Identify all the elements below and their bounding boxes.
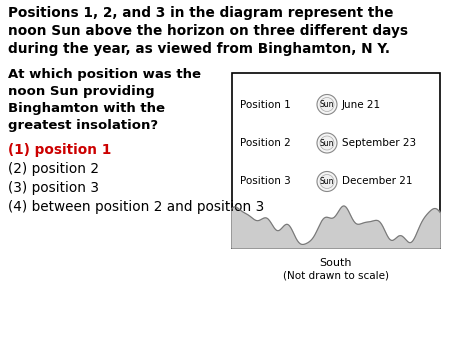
Text: (2) position 2: (2) position 2: [8, 162, 99, 176]
Text: Position 3: Position 3: [240, 176, 291, 187]
Text: December 21: December 21: [342, 176, 413, 187]
Text: Positions 1, 2, and 3 in the diagram represent the: Positions 1, 2, and 3 in the diagram rep…: [8, 6, 393, 20]
Bar: [232, 73, 440, 248]
Text: (1) position 1: (1) position 1: [8, 143, 112, 157]
Circle shape: [317, 171, 337, 192]
Text: noon Sun providing: noon Sun providing: [8, 85, 155, 98]
Text: June 21: June 21: [342, 99, 381, 110]
Text: September 23: September 23: [342, 138, 416, 148]
Text: Sun: Sun: [320, 139, 334, 147]
Circle shape: [320, 97, 334, 112]
Text: At which position was the: At which position was the: [8, 68, 201, 81]
Circle shape: [317, 133, 337, 153]
Text: (4) between position 2 and position 3: (4) between position 2 and position 3: [8, 200, 264, 214]
Text: noon Sun above the horizon on three different days: noon Sun above the horizon on three diff…: [8, 24, 408, 38]
Circle shape: [317, 95, 337, 115]
Circle shape: [320, 174, 334, 189]
Text: (3) position 3: (3) position 3: [8, 181, 99, 195]
Text: greatest insolation?: greatest insolation?: [8, 119, 158, 132]
Text: Sun: Sun: [320, 100, 334, 109]
Text: Sun: Sun: [320, 177, 334, 186]
Text: South: South: [320, 258, 352, 268]
Text: Binghamton with the: Binghamton with the: [8, 102, 165, 115]
Text: Position 1: Position 1: [240, 99, 291, 110]
Text: (Not drawn to scale): (Not drawn to scale): [283, 270, 389, 280]
Polygon shape: [232, 206, 440, 248]
Circle shape: [320, 136, 334, 150]
Text: Position 2: Position 2: [240, 138, 291, 148]
Text: during the year, as viewed from Binghamton, N Y.: during the year, as viewed from Binghamt…: [8, 42, 390, 56]
